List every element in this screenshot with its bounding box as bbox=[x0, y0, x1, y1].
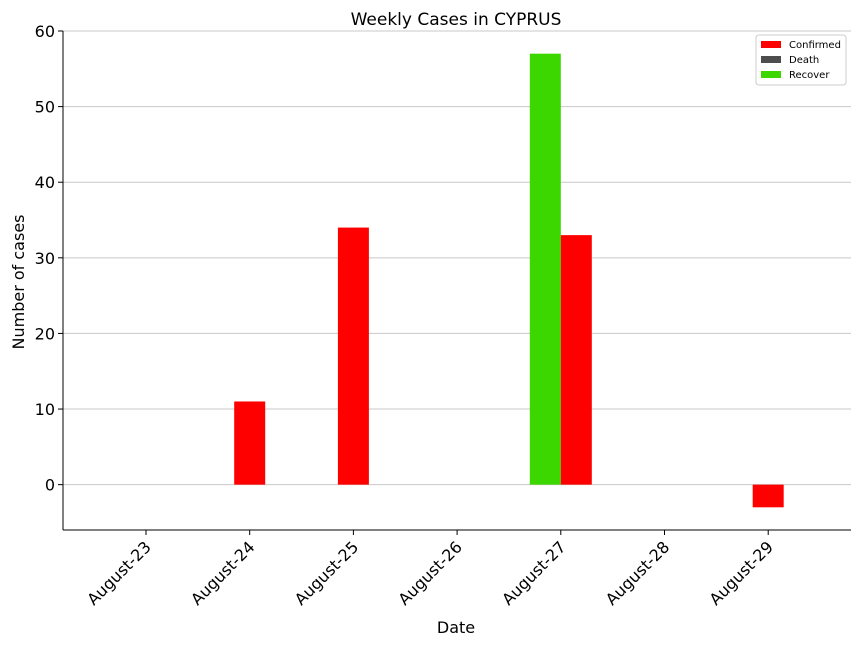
legend-label: Death bbox=[789, 55, 819, 66]
x-axis-label: Date bbox=[437, 618, 475, 637]
axes bbox=[62, 31, 851, 531]
gridlines bbox=[63, 30, 851, 486]
legend-swatch bbox=[761, 56, 781, 63]
legend-swatch bbox=[761, 41, 781, 48]
x-tick-label: August-26 bbox=[394, 537, 466, 609]
legend-label: Confirmed bbox=[789, 40, 841, 51]
bar-confirmed bbox=[234, 401, 266, 485]
x-tick-label: August-28 bbox=[602, 537, 674, 609]
y-tick-label: 10 bbox=[35, 400, 55, 419]
chart-title: Weekly Cases in CYPRUS bbox=[351, 10, 562, 30]
bar-confirmed bbox=[337, 227, 369, 485]
x-tick-label: August-23 bbox=[83, 537, 155, 609]
y-axis-label: Number of cases bbox=[9, 215, 28, 350]
legend-swatch bbox=[761, 71, 781, 78]
bar-recover bbox=[529, 53, 561, 485]
bar-confirmed bbox=[752, 484, 784, 508]
bar-confirmed bbox=[560, 235, 592, 485]
y-tick-label: 0 bbox=[45, 476, 55, 495]
bars bbox=[234, 53, 784, 508]
y-tick-label: 20 bbox=[35, 324, 55, 343]
legend: Confirmed Death Recover bbox=[755, 34, 847, 86]
x-tick-label: August-27 bbox=[498, 537, 570, 609]
x-ticks: August-23 August-24 August-25 August-26 Augu… bbox=[83, 530, 777, 609]
x-tick-label: August-29 bbox=[706, 537, 778, 609]
x-tick-label: August-24 bbox=[187, 537, 259, 609]
y-ticks: 0 10 20 30 40 50 60 bbox=[35, 22, 63, 495]
y-tick-label: 30 bbox=[35, 249, 55, 268]
y-tick-label: 60 bbox=[35, 22, 55, 41]
y-tick-label: 40 bbox=[35, 173, 55, 192]
y-tick-label: 50 bbox=[35, 98, 55, 117]
legend-label: Recover bbox=[789, 70, 830, 81]
x-tick-label: August-25 bbox=[291, 537, 363, 609]
